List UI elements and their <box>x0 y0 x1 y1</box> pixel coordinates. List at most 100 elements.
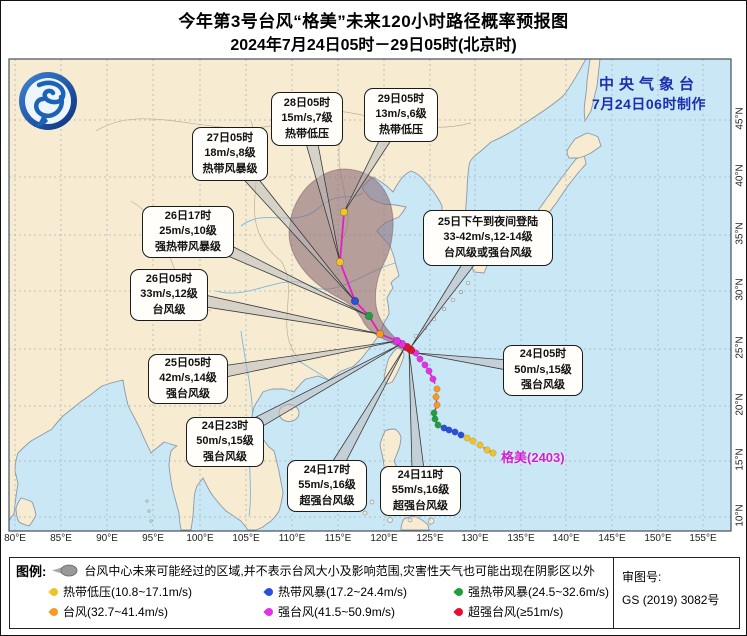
legend-item: 强台风(41.5~50.9m/s) <box>263 603 455 620</box>
legend-item-label: 强台风(41.5~50.9m/s) <box>278 605 396 619</box>
lon-tick-label: 80°E <box>4 533 26 544</box>
legend-box: 图例: 台风中心未来可能经过的区域,并不表示台风大小及影响范围,灾害性天气也可能… <box>9 557 740 629</box>
past-track-point <box>416 355 424 363</box>
past-track-point <box>440 424 448 432</box>
legend-item-label: 热带低压(10.8~17.1m/s) <box>63 585 193 599</box>
past-track-point <box>433 385 441 393</box>
lon-tick-label: 145°E <box>598 533 626 544</box>
lat-tick-label: 15°N <box>734 448 746 471</box>
forecast-callout: 24日17时 55m/s,16级 超强台风级 <box>287 460 367 512</box>
callout-line: 27日05时 <box>206 131 254 144</box>
legend-item: 强热带风暴(24.5~32.6m/s) <box>453 583 610 600</box>
forecast-callout: 24日23时 50m/s,15级 强台风级 <box>186 417 264 467</box>
past-track-point <box>432 393 440 401</box>
forecast-callout: 29日05时 13m/s,6级 热带低压 <box>364 88 438 142</box>
callout-line: 26日17时 <box>164 209 212 222</box>
legend-item: 热带风暴(17.2~24.4m/s) <box>263 583 455 600</box>
asia-mainland <box>8 58 587 531</box>
intensity-dot-icon <box>453 585 465 598</box>
callout-line: 超强台风级 <box>299 494 355 507</box>
lat-tick-label: 30°N <box>734 278 746 301</box>
callout-line: 热带低压 <box>379 123 423 136</box>
callout-line: 33m/s,12级 <box>140 288 198 301</box>
storm-name-label: 格美(2403) <box>501 447 565 466</box>
cma-logo <box>19 72 77 130</box>
forecast-track-point <box>392 336 402 346</box>
legend-items: 热带低压(10.8~17.1m/s) 热带风暴(17.2~24.4m/s) 强热带风… <box>48 583 610 620</box>
callout-line: 18m/s,8级 <box>204 147 256 160</box>
forecast-callout: 24日11时 55m/s,16级 超强台风级 <box>380 466 461 516</box>
intensity-dot-icon <box>48 585 60 598</box>
past-track-point <box>433 401 441 409</box>
page-title: 今年第3号台风“格美”未来120小时路径概率预报图 <box>178 12 569 31</box>
callout-line: 热带低压 <box>285 127 329 140</box>
forecast-track-point <box>375 329 385 339</box>
past-track-point <box>425 367 433 375</box>
legend-item-label: 强热带风暴(24.5~32.6m/s) <box>468 585 610 599</box>
typhoon-track <box>335 207 497 457</box>
storm-number: (2403) <box>527 450 565 465</box>
callout-line: 24日11时 <box>397 468 444 481</box>
callout-line: 24日23时 <box>201 419 249 432</box>
past-track-point <box>457 431 465 439</box>
callout-line: 26日05时 <box>145 272 193 285</box>
credit-agency: 中央气象台 <box>598 76 699 93</box>
legend-note: 台风中心未来可能经过的区域,并不表示台风大小及影响范围,灾害性天气也可能出现在阴… <box>84 564 596 578</box>
callout-line: 28日05时 <box>283 96 331 109</box>
past-track-point <box>489 449 497 457</box>
callout-line: 25日05时 <box>164 356 212 369</box>
past-track-point <box>429 375 437 383</box>
lon-tick-label: 120°E <box>370 533 398 544</box>
forecast-track-point <box>335 257 345 267</box>
credit-block: 中央气象台 7月24日06时制作 <box>569 73 729 114</box>
page-subtitle: 2024年7月24日05时－29日05时(北京时) <box>230 37 517 54</box>
intensity-dot-icon <box>48 605 60 618</box>
callout-line: 超强台风级 <box>393 499 448 512</box>
lon-tick-label: 90°E <box>96 533 118 544</box>
callout-line: 29日05时 <box>377 92 425 105</box>
japan-hokkaido <box>566 132 602 159</box>
lat-tick-label: 40°N <box>734 164 746 187</box>
callout-line: 台风级或强台风级 <box>444 246 532 259</box>
forecast-track-point <box>364 311 374 321</box>
storm-name: 格美 <box>501 450 528 465</box>
lon-tick-label: 95°E <box>142 533 164 544</box>
callout-line: 24日17时 <box>303 463 351 476</box>
forecast-track-point <box>339 207 349 217</box>
lon-tick-label: 155°E <box>689 533 717 544</box>
callout-line: 50m/s,15级 <box>514 363 572 376</box>
intensity-dot-icon <box>263 605 275 618</box>
callout-line: 33-42m/s,12-14级 <box>443 231 533 244</box>
callout-line: 25日下午到夜间登陆 <box>437 215 539 228</box>
callout-line: 24日05时 <box>519 348 567 361</box>
cone-icon <box>52 564 78 577</box>
callout-line: 热带风暴级 <box>202 162 258 175</box>
lat-tick-label: 35°N <box>734 222 746 245</box>
mapref-number: GS (2019) 3082号 <box>622 593 720 607</box>
past-track-point <box>476 441 484 449</box>
forecast-callout: 26日05时 33m/s,12级 台风级 <box>130 269 208 321</box>
lon-tick-label: 115°E <box>324 533 352 544</box>
legend-item-label: 台风(32.7~41.4m/s) <box>63 605 169 619</box>
callout-line: 强台风级 <box>166 387 210 400</box>
callout-line: 强台风级 <box>521 379 565 392</box>
mapref-label: 审图号: <box>622 570 662 584</box>
forecast-callout: 28日05时 15m/s,7级 热带低压 <box>271 92 343 146</box>
lon-tick-label: 130°E <box>461 533 489 544</box>
lon-tick-label: 105°E <box>232 533 260 544</box>
callout-line: 台风级 <box>152 303 186 316</box>
lat-tick-label: 20°N <box>734 393 746 416</box>
map-approval: 审图号: GS (2019) 3082号 <box>613 558 739 628</box>
legend-item-label: 超强台风(≥51m/s) <box>468 605 564 619</box>
forecast-track-point <box>350 296 360 306</box>
callout-line: 50m/s,15级 <box>196 435 254 448</box>
sakhalin <box>583 58 601 123</box>
legend-item: 台风(32.7~41.4m/s) <box>48 603 265 620</box>
lon-tick-label: 125°E <box>416 533 444 544</box>
probability-cone <box>288 168 419 358</box>
lon-tick-label: 135°E <box>507 533 535 544</box>
legend-title: 图例: <box>16 564 47 579</box>
forecast-callout: 24日05时 50m/s,15级 强台风级 <box>503 345 583 396</box>
lat-tick-label: 45°N <box>734 107 746 130</box>
